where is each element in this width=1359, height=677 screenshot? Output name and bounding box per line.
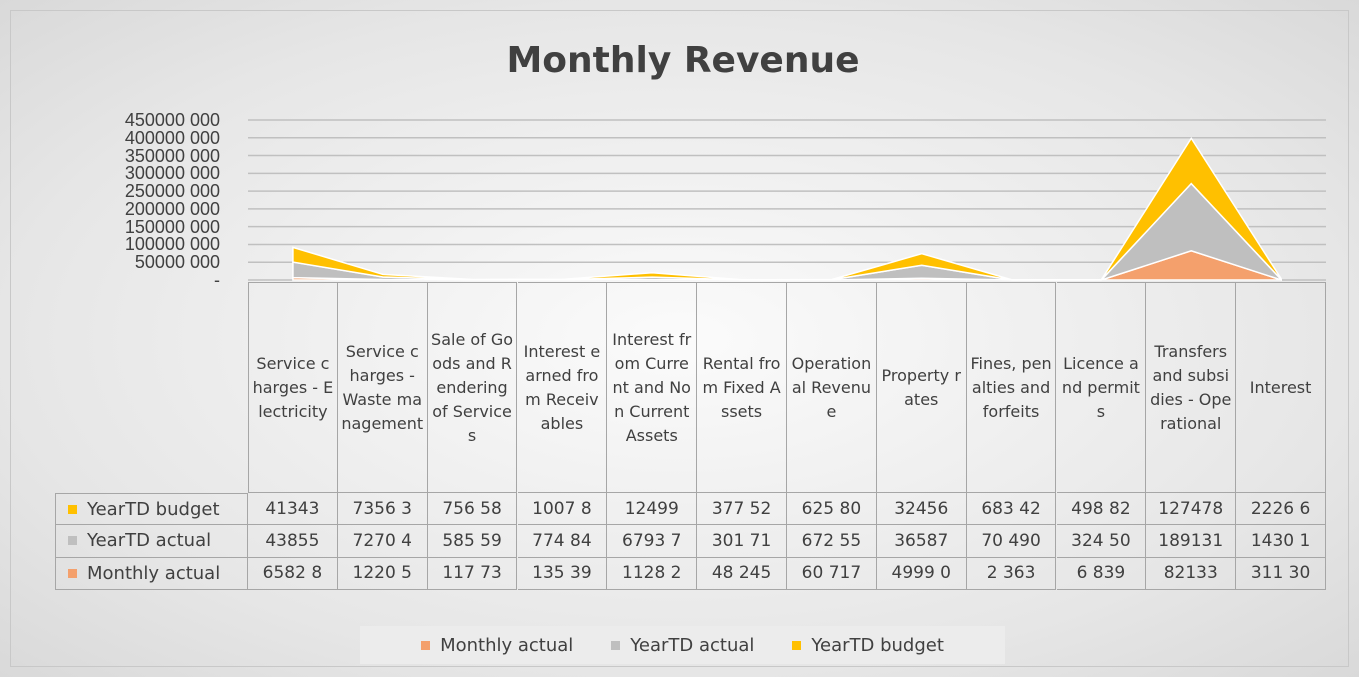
table-value: 1220 5 (337, 557, 428, 590)
category-label: Licence and permits (1056, 282, 1147, 493)
category-label: Service charges - Electricity (248, 282, 338, 493)
category-label: Interest from Current and Non Current As… (607, 282, 698, 493)
legend-item: Monthly actual (421, 635, 573, 656)
category-label: Property rates (876, 282, 967, 493)
key-swatch (68, 536, 77, 546)
legend: Monthly actual YearTD actual YearTD budget (360, 626, 1005, 664)
category-label: Fines, penalties and forfeits (966, 282, 1057, 493)
legend-item: YearTD actual (611, 635, 754, 656)
series-name: Monthly actual (87, 562, 221, 584)
y-tick-label: 50000 000 (134, 252, 220, 273)
key-swatch (68, 568, 77, 578)
table-value: 41343 (248, 493, 338, 526)
table-value: 7356 3 (337, 493, 428, 526)
table-value: 1007 8 (517, 493, 608, 526)
table-value: 43855 (248, 525, 338, 558)
table-value: 6793 7 (607, 525, 698, 558)
y-tick-label: 250000 000 (124, 181, 220, 202)
legend-label: YearTD budget (811, 634, 944, 656)
category-label: Operational Revenue (787, 282, 877, 493)
category-label: Service charges - Waste management (337, 282, 428, 493)
category-label: Sale of Goods and Rendering of Services (427, 282, 518, 493)
y-tick-label: 100000 000 (124, 234, 220, 255)
table-value: 498 82 (1056, 493, 1147, 526)
table-value: 48 245 (697, 557, 787, 590)
y-tick-label: - (214, 270, 220, 290)
category-label: Rental from Fixed Assets (697, 282, 787, 493)
table-value: 7270 4 (337, 525, 428, 558)
table-value: 12499 (607, 493, 698, 526)
y-tick-label: 450000 000 (124, 110, 220, 130)
legend-swatch (792, 640, 802, 650)
category-label: Transfers and subsidies - Operational (1146, 282, 1237, 493)
table-value: 135 39 (517, 557, 608, 590)
table-value: 4999 0 (876, 557, 967, 590)
table-value: 70 490 (966, 525, 1057, 558)
table-value: 82133 (1146, 557, 1237, 590)
table-value: 625 80 (787, 493, 877, 526)
area (292, 136, 1282, 282)
table-value: 1430 1 (1236, 525, 1326, 558)
series-name: YearTD budget (87, 498, 220, 520)
table-value: 60 717 (787, 557, 877, 590)
table-value: 2226 6 (1236, 493, 1326, 526)
chart-frame (10, 10, 1349, 667)
table-value: 324 50 (1056, 525, 1147, 558)
table-value: 2 363 (966, 557, 1057, 590)
table-value: 756 58 (427, 493, 518, 526)
table-value: 6582 8 (248, 557, 338, 590)
legend-label: Monthly actual (440, 634, 574, 656)
category-label: Interest earned from Receivables (517, 282, 608, 493)
key-swatch (68, 504, 77, 514)
y-tick-label: 200000 000 (124, 198, 220, 219)
table-value: 585 59 (427, 525, 518, 558)
legend-label: YearTD actual (630, 634, 755, 656)
table-value: 117 73 (427, 557, 518, 590)
table-value: 6 839 (1056, 557, 1147, 590)
table-value: 1128 2 (607, 557, 698, 590)
series-name: YearTD actual (87, 530, 212, 552)
legend-swatch (421, 640, 431, 650)
table-value: 189131 (1146, 525, 1237, 558)
y-tick-label: 400000 000 (124, 127, 220, 148)
table-value: 36587 (876, 525, 967, 558)
table-key: YearTD actual (55, 525, 248, 558)
legend-swatch (611, 640, 621, 650)
table-key: Monthly actual (55, 557, 248, 590)
table-key: YearTD budget (55, 493, 248, 526)
table-value: 672 55 (787, 525, 877, 558)
table-value: 32456 (876, 493, 967, 526)
table-value: 301 71 (697, 525, 787, 558)
table-value: 774 84 (517, 525, 608, 558)
table-value: 377 52 (697, 493, 787, 526)
table-value: 311 30 (1236, 557, 1326, 590)
y-tick-label: 150000 000 (124, 216, 220, 237)
table-value: 683 42 (966, 493, 1057, 526)
y-tick-label: 300000 000 (124, 163, 220, 184)
y-tick-label: 350000 000 (124, 145, 220, 166)
category-label: Interest (1236, 282, 1326, 493)
table-value: 127478 (1146, 493, 1237, 526)
legend-item: YearTD budget (792, 635, 944, 656)
chart-title: Monthly Revenue (506, 40, 859, 81)
